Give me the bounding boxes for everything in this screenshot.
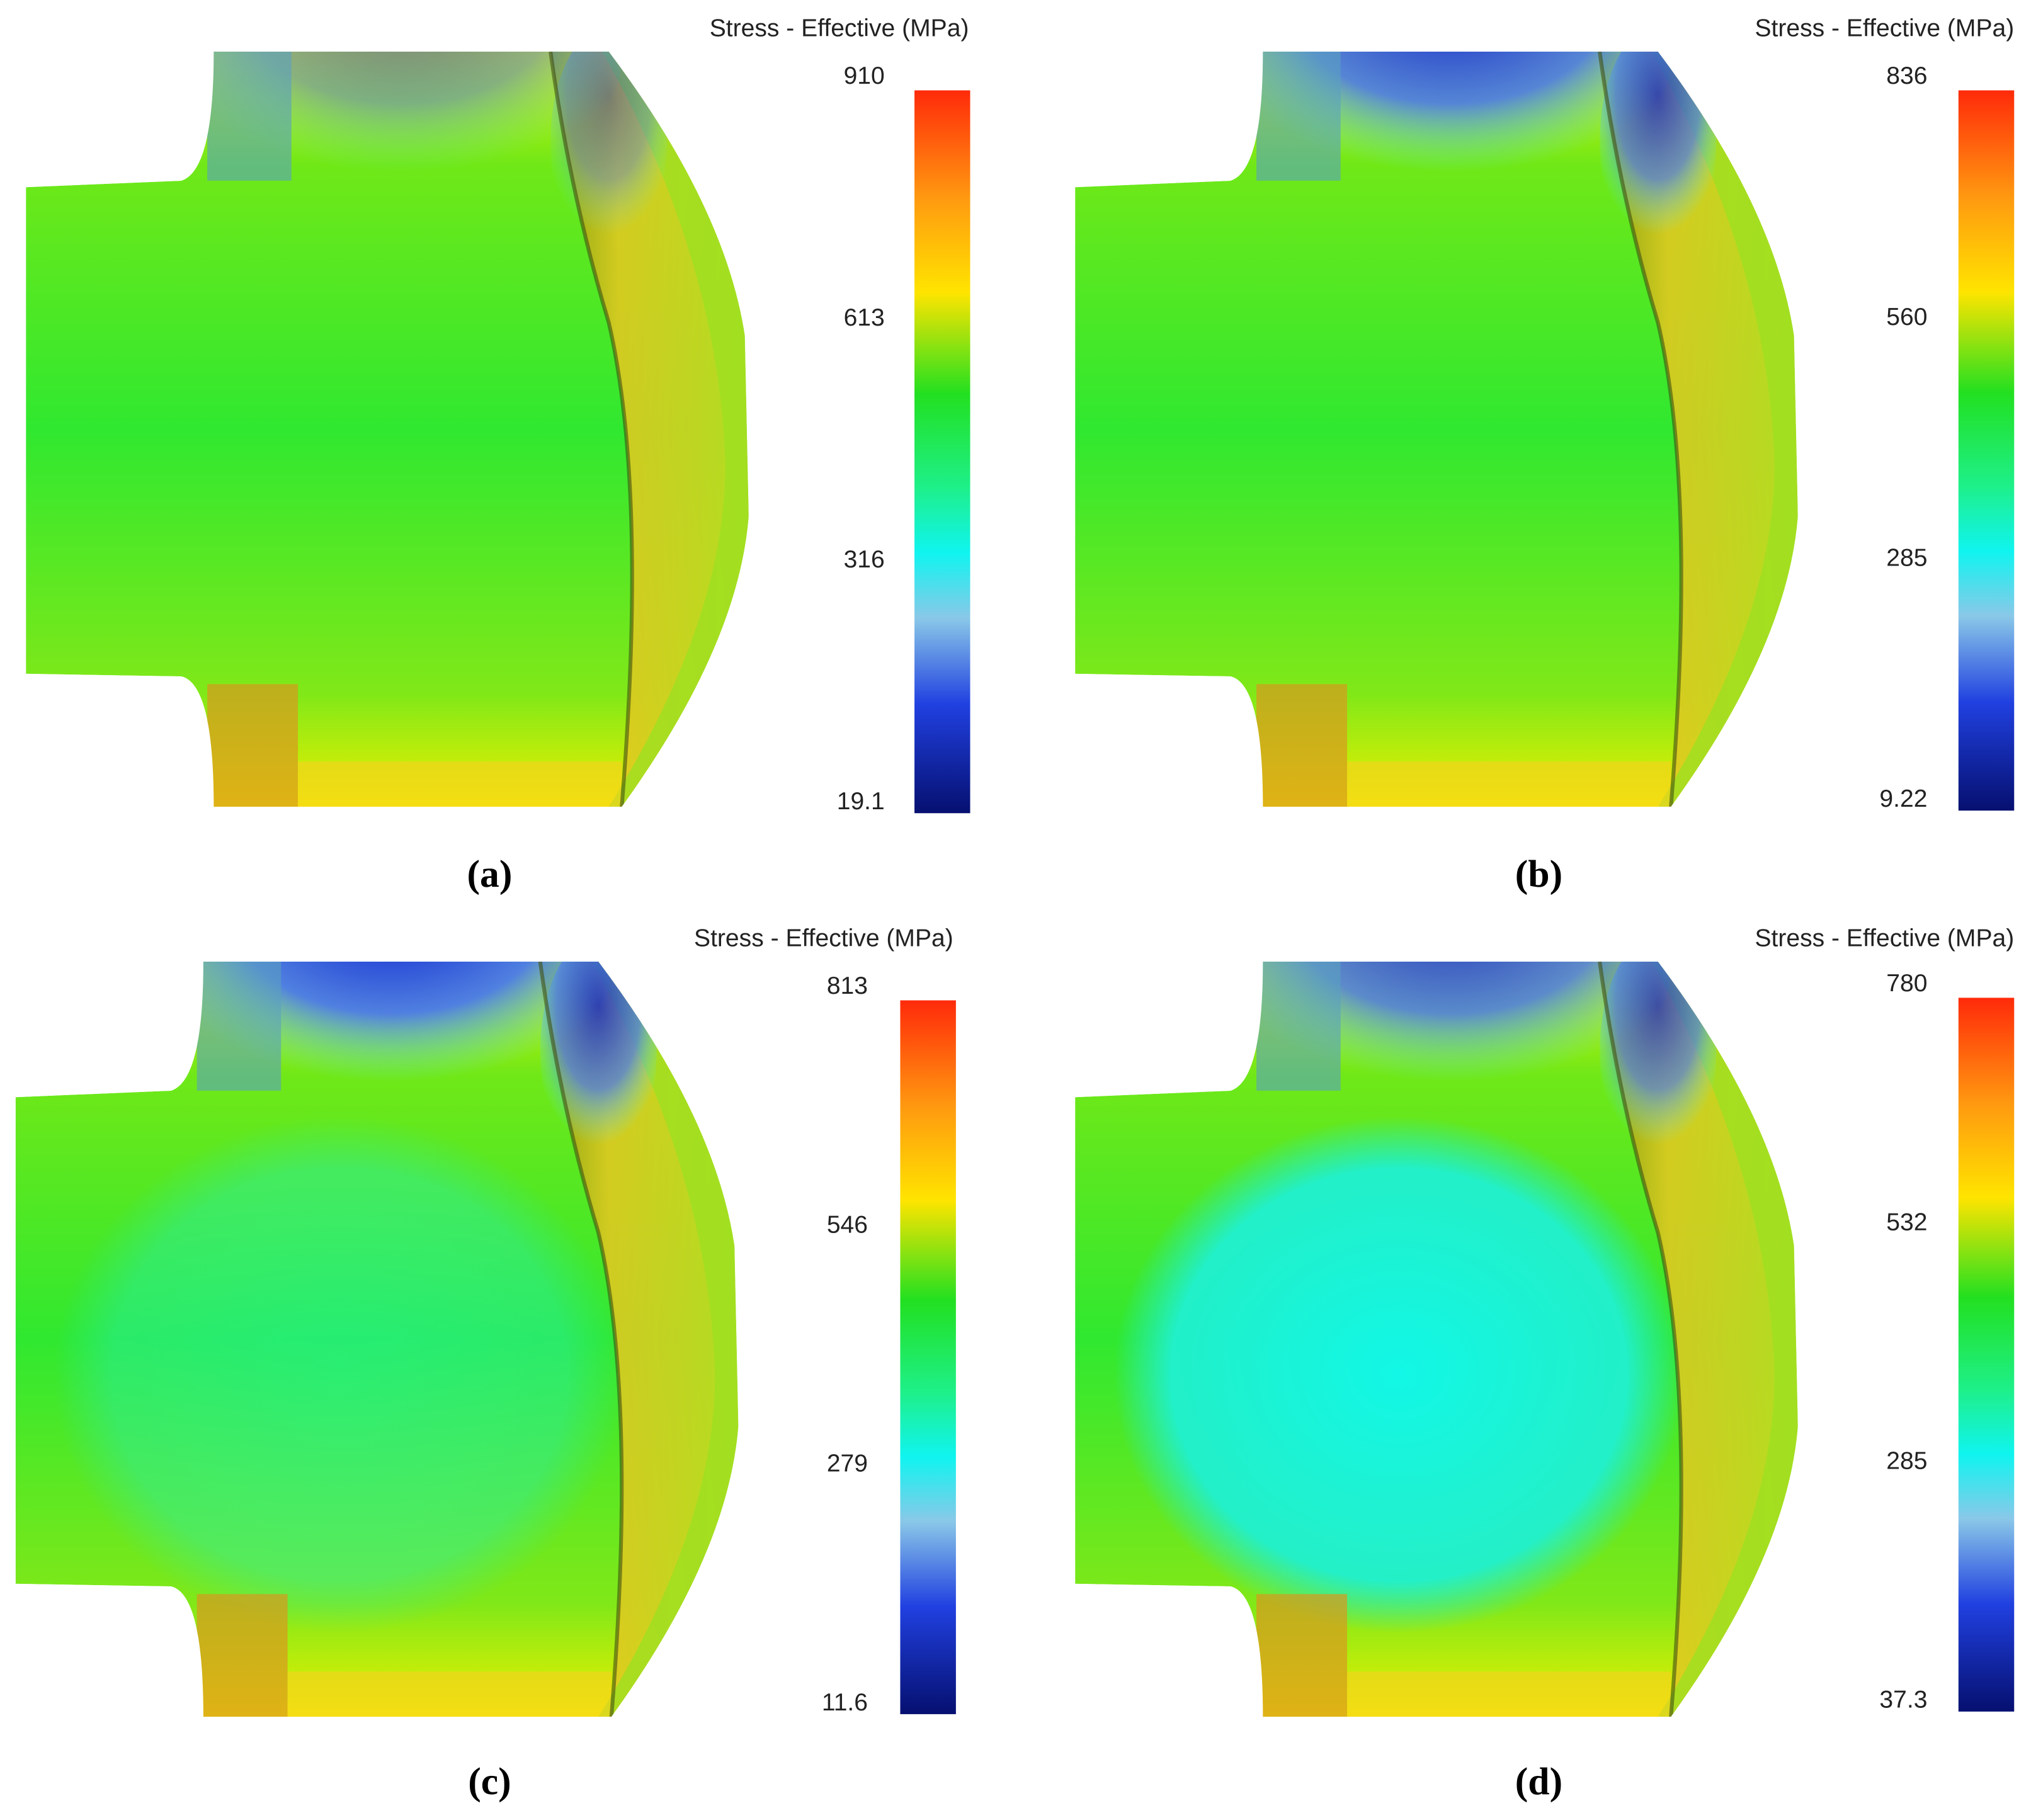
edge-line: [1598, 961, 1683, 1717]
low-stress-rim: [550, 51, 668, 258]
panel-caption: (a): [467, 853, 512, 896]
colorbar-tick-label: 37.3: [1879, 1686, 1927, 1714]
bottom-edge: [287, 1671, 612, 1717]
flange-bottom: [1256, 1594, 1348, 1717]
panel-caption: (d): [1515, 1760, 1562, 1803]
contour-plot: [1075, 51, 1798, 807]
edge-line: [538, 961, 624, 1717]
bottom-edge: [1347, 761, 1671, 807]
flange-bottom: [207, 684, 299, 807]
legend-title: Stress - Effective (MPa): [1755, 924, 2015, 952]
contour-base: [1075, 51, 1798, 807]
colorbar: [914, 90, 970, 814]
colorbar-tick-label: 780: [1886, 970, 1927, 997]
colorbar-tick-label: 910: [844, 62, 885, 89]
low-stress-rim: [1600, 961, 1717, 1168]
contour-plot: [26, 51, 749, 807]
edge-line: [549, 51, 634, 807]
colorbar-tick-label: 560: [1886, 304, 1927, 331]
colorbar-tick-label: 813: [827, 972, 868, 999]
flange-top: [196, 961, 282, 1091]
legend-title: Stress - Effective (MPa): [1755, 14, 2015, 42]
colorbar-tick-label: 532: [1886, 1209, 1927, 1236]
colorbar-tick-label: 285: [1886, 544, 1927, 571]
colorbar-tick-label: 9.22: [1879, 785, 1927, 812]
panel: Stress - Effective (MPa) 836 560 285 9.22 (b): [1075, 14, 2015, 896]
panel: Stress - Effective (MPa) 910 613 316 19.1 (a): [26, 14, 970, 896]
flange-bottom: [196, 1594, 288, 1717]
panel: Stress - Effective (MPa) 780 532 285 37.3 (d): [1075, 924, 2015, 1803]
colorbar: [900, 1000, 956, 1714]
edge-line: [1598, 51, 1683, 807]
flange-top: [1256, 961, 1341, 1091]
flange-top: [207, 51, 292, 181]
panel: Stress - Effective (MPa) 813 546 279 11.6 (c): [15, 924, 956, 1803]
colorbar-tick-label: 285: [1886, 1448, 1927, 1475]
flange-top: [1256, 51, 1341, 181]
bottom-edge: [1347, 1671, 1671, 1717]
legend-title: Stress - Effective (MPa): [710, 14, 969, 42]
colorbar-tick-label: 279: [827, 1450, 868, 1477]
colorbar: [1958, 90, 2015, 811]
colorbar-tick-label: 546: [827, 1211, 868, 1238]
colorbar-tick-label: 11.6: [822, 1689, 868, 1716]
right-rim: [1651, 51, 1798, 807]
cyan-region: [54, 1116, 625, 1633]
legend-title: Stress - Effective (MPa): [694, 924, 953, 952]
cyan-region: [1113, 1116, 1684, 1633]
right-rim: [591, 961, 739, 1717]
panel-caption: (b): [1515, 853, 1562, 896]
contour-base: [26, 51, 749, 807]
contour-plot: [1075, 961, 1798, 1717]
right-rim: [602, 51, 749, 807]
colorbar-tick-label: 316: [844, 546, 885, 573]
colorbar-tick-label: 19.1: [837, 788, 885, 815]
right-rim: [1651, 961, 1798, 1717]
contour-plot: [15, 961, 739, 1717]
colorbar: [1958, 998, 2015, 1712]
colorbar-tick-label: 613: [844, 304, 885, 331]
low-stress-rim: [540, 961, 657, 1168]
colorbar-tick-label: 836: [1886, 62, 1927, 89]
bottom-edge: [298, 761, 622, 807]
low-stress-rim: [1600, 51, 1717, 258]
flange-bottom: [1256, 684, 1348, 807]
panel-caption: (c): [468, 1760, 511, 1803]
